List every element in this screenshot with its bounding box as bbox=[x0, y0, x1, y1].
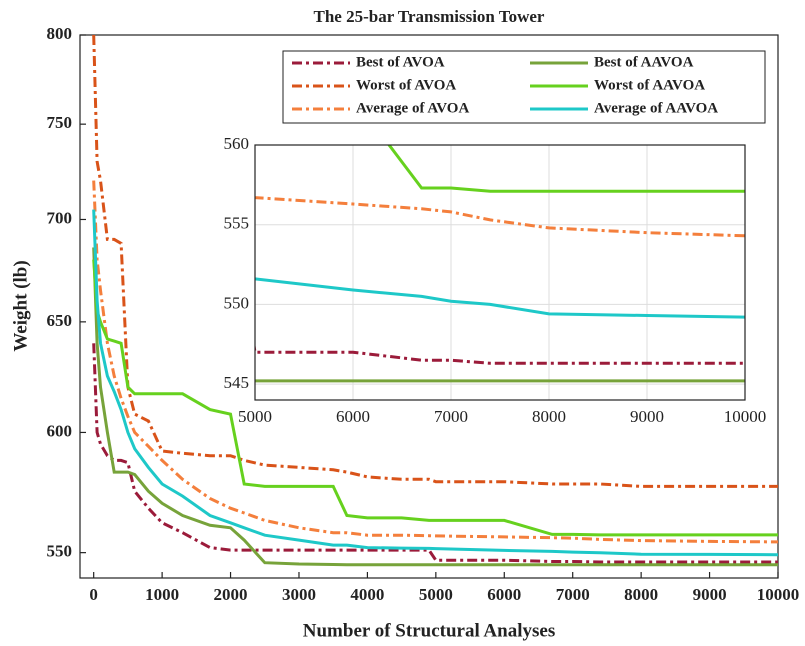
x-tick-label: 0 bbox=[89, 585, 98, 604]
x-tick-label: 9000 bbox=[693, 585, 727, 604]
x-tick-label: 10000 bbox=[757, 585, 800, 604]
legend-label: Worst of AVOA bbox=[356, 77, 456, 93]
y-tick-label: 750 bbox=[47, 113, 73, 132]
series-line bbox=[92, 209, 778, 557]
inset-x-tick-label: 10000 bbox=[724, 407, 767, 426]
x-tick-label: 3000 bbox=[282, 585, 316, 604]
x-axis-label: Number of Structural Analyses bbox=[303, 620, 555, 641]
inset-x-tick-label: 6000 bbox=[336, 407, 370, 426]
legend-label: Average of AVOA bbox=[356, 100, 469, 116]
x-tick-label: 2000 bbox=[214, 585, 248, 604]
inset-x-tick-label: 8000 bbox=[532, 407, 566, 426]
inset-y-tick-label: 560 bbox=[224, 134, 250, 153]
inset-y-tick-label: 545 bbox=[224, 373, 250, 392]
inset-frame bbox=[254, 144, 746, 401]
inset-y-tick-label: 550 bbox=[224, 293, 250, 312]
y-tick-label: 550 bbox=[47, 542, 73, 561]
series-line bbox=[92, 180, 778, 544]
inset-x-tick-label: 5000 bbox=[238, 407, 272, 426]
series-line bbox=[387, 145, 745, 193]
legend-label: Average of AAVOA bbox=[594, 100, 718, 116]
y-tick-label: 650 bbox=[47, 311, 73, 330]
x-tick-label: 4000 bbox=[350, 585, 384, 604]
y-tick-label: 800 bbox=[47, 24, 73, 43]
legend-label: Best of AVOA bbox=[356, 54, 445, 70]
legend-label: Worst of AAVOA bbox=[594, 77, 705, 93]
y-tick-label: 600 bbox=[47, 421, 73, 440]
plot-frame bbox=[79, 34, 779, 579]
x-tick-label: 7000 bbox=[556, 585, 590, 604]
x-tick-label: 6000 bbox=[487, 585, 521, 604]
inset-x-tick-label: 9000 bbox=[630, 407, 664, 426]
legend-box bbox=[282, 50, 766, 124]
inset-background bbox=[255, 145, 745, 400]
chart-title: The 25-bar Transmission Tower bbox=[314, 7, 545, 26]
series-line bbox=[92, 343, 778, 564]
series-line bbox=[255, 379, 745, 383]
series-line bbox=[92, 259, 778, 537]
series-line bbox=[92, 35, 778, 488]
x-tick-label: 5000 bbox=[419, 585, 453, 604]
y-axis-label: Weight (lb) bbox=[10, 260, 31, 351]
x-tick-label: 1000 bbox=[145, 585, 179, 604]
legend-label: Best of AAVOA bbox=[594, 54, 694, 70]
series-line bbox=[255, 277, 745, 319]
inset-y-tick-label: 555 bbox=[224, 214, 250, 233]
x-tick-label: 8000 bbox=[624, 585, 658, 604]
inset-x-tick-label: 7000 bbox=[434, 407, 468, 426]
y-tick-label: 700 bbox=[47, 208, 73, 227]
series-line bbox=[92, 247, 778, 567]
